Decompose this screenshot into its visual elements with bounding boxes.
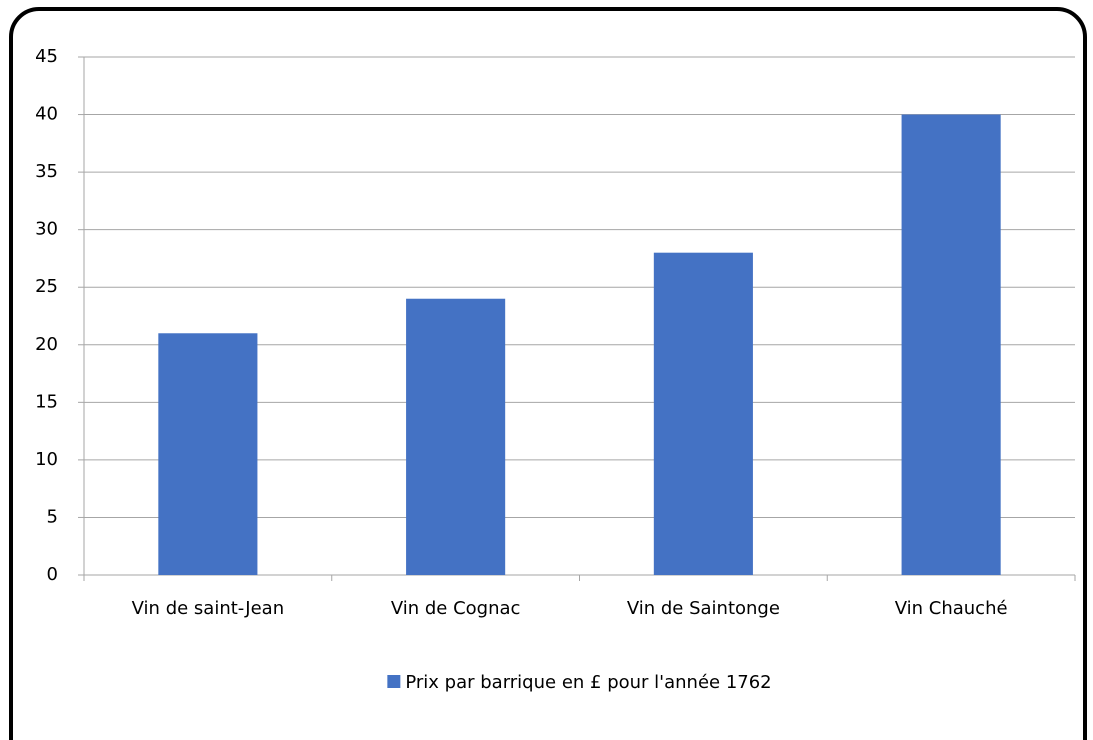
legend-item: Prix par barrique en £ pour l'année 1762 [387, 672, 772, 693]
x-tick-label: Vin de Cognac [391, 598, 521, 619]
x-tick-label: Vin de Saintonge [627, 598, 780, 619]
y-tick-label: 0 [47, 564, 58, 585]
y-tick-label: 5 [47, 506, 58, 527]
bar [653, 252, 753, 575]
legend-swatch [387, 675, 401, 688]
y-tick-label: 20 [35, 334, 58, 355]
legend-label: Prix par barrique en £ pour l'année 1762 [405, 672, 771, 693]
y-tick-label: 35 [35, 161, 58, 182]
y-tick-label: 15 [35, 391, 58, 412]
x-tick-label: Vin Chauché [895, 598, 1008, 619]
y-tick-label: 40 [35, 104, 58, 125]
bar [158, 333, 258, 575]
y-tick-label: 30 [35, 219, 58, 240]
y-tick-label: 45 [35, 46, 58, 67]
y-tick-label: 10 [35, 449, 58, 470]
x-tick-label: Vin de saint-Jean [132, 598, 284, 619]
chart-border [9, 7, 1087, 740]
bar [406, 298, 506, 575]
bar [901, 114, 1001, 576]
y-tick-label: 25 [35, 276, 58, 297]
